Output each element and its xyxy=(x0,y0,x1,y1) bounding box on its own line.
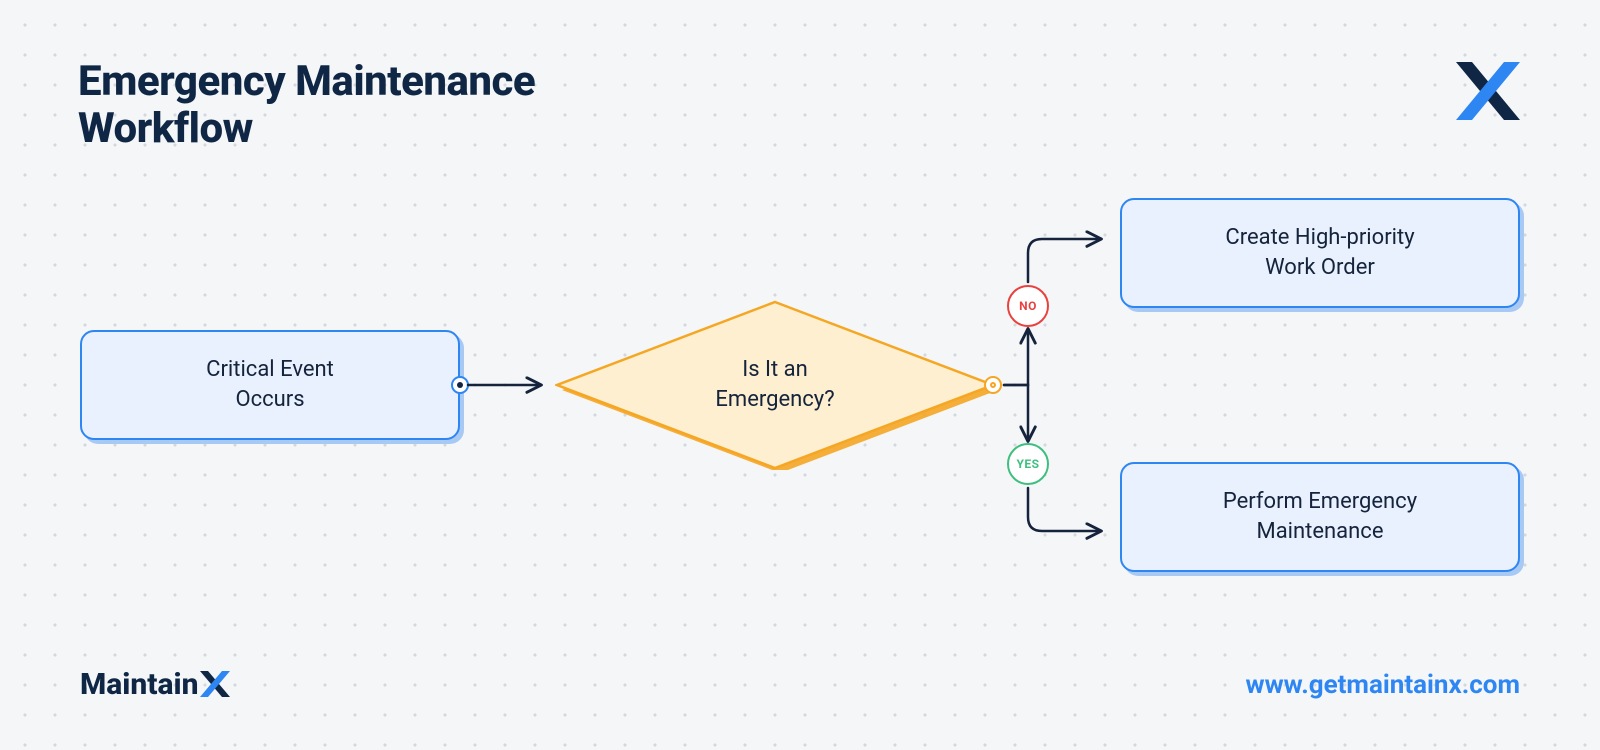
brand-url: www.getmaintainx.com xyxy=(1245,670,1520,700)
node-decision-emergency: Is It an Emergency? xyxy=(555,300,995,470)
node-create-work-order: Create High-priority Work Order xyxy=(1120,198,1520,308)
node-label: Is It an Emergency? xyxy=(715,355,834,414)
node-critical-event: Critical Event Occurs xyxy=(80,330,460,440)
node-perform-maintenance: Perform Emergency Maintenance xyxy=(1120,462,1520,572)
page-title: Emergency Maintenance Workflow xyxy=(78,58,535,152)
connector-port xyxy=(451,376,469,394)
node-label: Perform Emergency Maintenance xyxy=(1223,487,1417,546)
brand-wordmark: Maintain xyxy=(80,667,230,702)
connector-port xyxy=(984,376,1002,394)
brand-x-logo xyxy=(1456,62,1520,120)
brand-accent-x xyxy=(200,667,230,702)
node-label: Critical Event Occurs xyxy=(206,355,334,414)
decision-badge-no: NO xyxy=(1007,285,1049,327)
node-label: Create High-priority Work Order xyxy=(1225,223,1414,282)
brand-name: Maintain xyxy=(80,667,198,702)
decision-badge-yes: YES xyxy=(1007,443,1049,485)
